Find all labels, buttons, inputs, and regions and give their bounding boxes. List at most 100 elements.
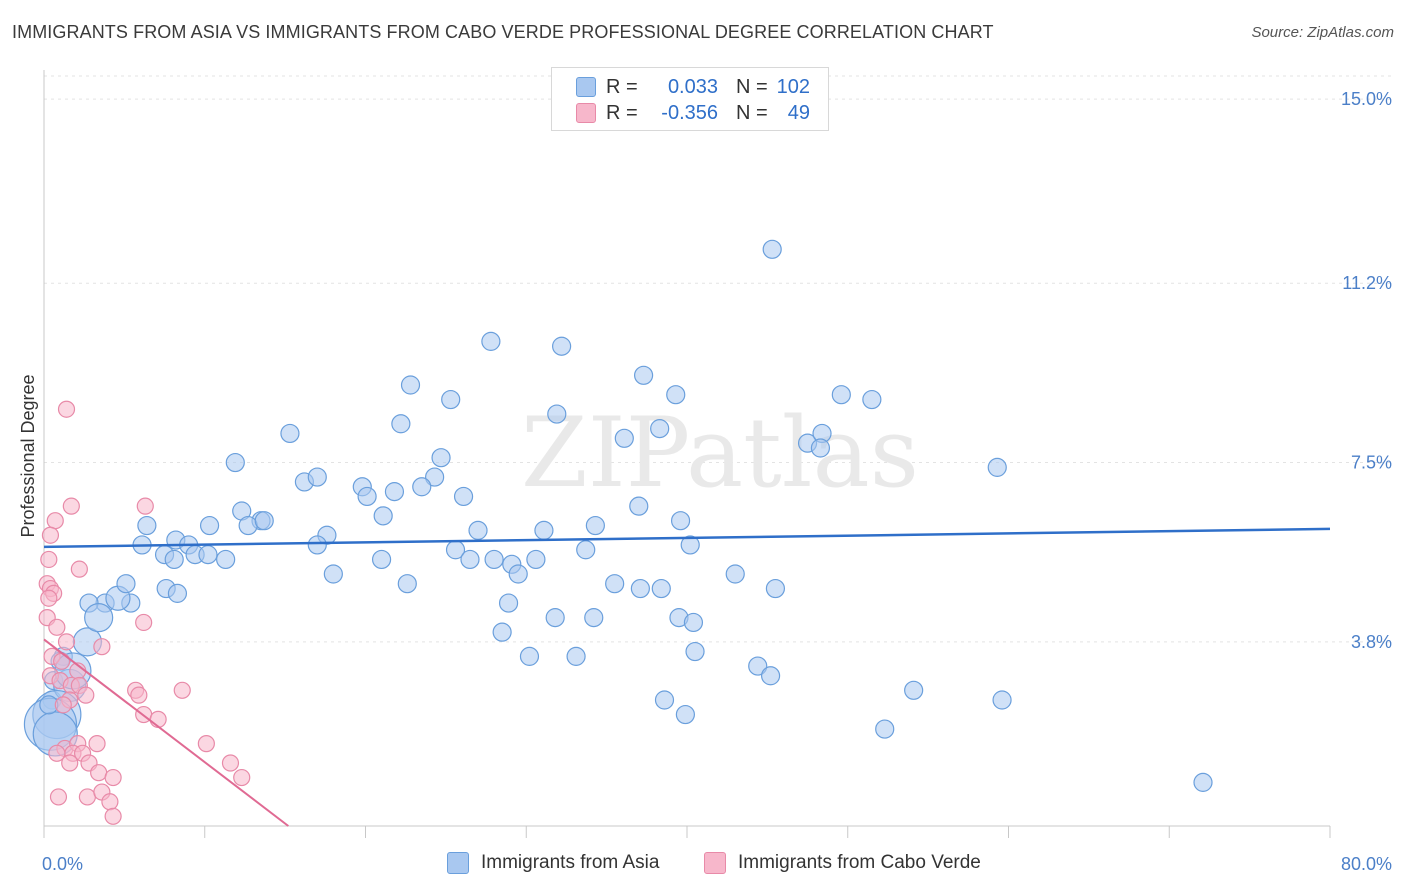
cabo-verde-point: [61, 754, 79, 772]
correlation-legend: R = 0.033 N = 102 R = -0.356 N = 49: [551, 67, 829, 131]
asia-point: [552, 336, 572, 356]
series-legend: Immigrants from Asia Immigrants from Cab…: [0, 852, 1406, 878]
asia-point: [534, 520, 554, 540]
tick-layer: 3.8% 7.5% 11.2% 15.0% 0.0% 80.0%: [42, 89, 1392, 874]
asia-point: [585, 515, 605, 536]
cabo-verde-point: [53, 652, 71, 670]
asia-point: [875, 719, 895, 739]
asia-point: [760, 666, 781, 686]
cabo-verde-point: [49, 788, 68, 806]
asia-point: [650, 419, 670, 439]
y-tick-label: 7.5%: [1351, 453, 1392, 473]
cabo-verde-point: [93, 638, 111, 656]
cabo-verde-point: [149, 710, 167, 728]
cabo-verde-point: [78, 788, 97, 806]
asia-point: [651, 578, 671, 599]
asia-point: [371, 549, 392, 570]
series-swatch-asia: [447, 852, 469, 874]
cabo-verde-point: [130, 686, 148, 704]
x-tick-label: 0.0%: [42, 854, 83, 874]
asia-point: [1193, 772, 1213, 792]
legend-n-value: 49: [787, 101, 810, 124]
legend-row-asia: R = 0.033 N = 102: [576, 74, 810, 100]
cabo-verde-point: [136, 497, 154, 515]
watermark: ZIPatlas: [521, 397, 919, 509]
asia-point: [492, 622, 512, 642]
series-layer: [23, 239, 1213, 825]
legend-row-cabo-verde: R = -0.356 N = 49: [576, 100, 810, 126]
legend-swatch-cabo-verde: [576, 103, 596, 123]
asia-point: [164, 549, 184, 570]
asia-point: [605, 574, 625, 594]
asia-point: [431, 448, 451, 468]
asia-point: [280, 423, 300, 444]
asia-point: [680, 535, 700, 555]
asia-point: [987, 457, 1007, 477]
y-axis-label: Professional Degree: [18, 374, 38, 537]
trend-layer: [43, 527, 1331, 827]
asia-point: [199, 515, 220, 536]
legend-r-label: R =: [606, 75, 638, 98]
asia-point: [216, 549, 236, 570]
asia-point: [666, 385, 686, 405]
axes: [43, 70, 1331, 838]
asia-point: [765, 578, 786, 599]
asia-point: [254, 511, 274, 531]
asia-point: [412, 477, 432, 497]
cabo-verde-point: [221, 754, 240, 772]
asia-point: [748, 656, 768, 676]
cabo-verde-point: [88, 735, 106, 753]
asia-point: [441, 389, 461, 410]
asia-point: [675, 704, 695, 725]
cabo-verde-point: [62, 497, 80, 515]
asia-point: [614, 428, 634, 448]
legend-r-value: -0.356: [661, 101, 718, 124]
legend-n-label: N =: [736, 75, 768, 98]
y-tick-label: 11.2%: [1342, 273, 1392, 293]
asia-point: [992, 690, 1012, 710]
legend-swatch-asia: [576, 77, 596, 97]
asia-point: [670, 511, 691, 531]
cabo-verde-point: [40, 550, 58, 569]
asia-point: [576, 540, 596, 560]
cabo-verde-point: [57, 633, 76, 651]
asia-point: [630, 578, 650, 599]
asia-point: [198, 545, 218, 565]
asia-point: [508, 564, 528, 584]
asia-point: [425, 467, 445, 487]
cabo-verde-point: [135, 613, 153, 632]
chart-title: IMMIGRANTS FROM ASIA VS IMMIGRANTS FROM …: [12, 22, 994, 42]
series-label-cabo-verde: Immigrants from Cabo Verde: [738, 852, 981, 873]
asia-point: [453, 486, 474, 507]
series-legend-cabo-verde[interactable]: Immigrants from Cabo Verde: [704, 852, 981, 874]
asia-point: [400, 375, 421, 395]
cabo-verde-point: [77, 686, 95, 704]
asia-point: [725, 564, 745, 584]
legend-n-label: N =: [736, 101, 768, 124]
cabo-verde-point: [57, 400, 76, 418]
cabo-verde-point: [90, 764, 108, 782]
asia-point: [238, 515, 258, 536]
asia-point: [654, 690, 675, 710]
asia-point: [84, 603, 114, 633]
asia-point: [862, 389, 882, 410]
asia-point: [685, 641, 705, 662]
asia-point: [498, 593, 519, 613]
series-asia: [23, 239, 1213, 792]
cabo-verde-point: [48, 744, 66, 762]
series-legend-asia[interactable]: Immigrants from Asia: [447, 852, 659, 874]
y-tick-label: 15.0%: [1341, 89, 1392, 109]
asia-point: [904, 680, 924, 700]
cabo-verde-point: [46, 512, 64, 530]
asia-point: [468, 520, 488, 540]
source-label: Source: ZipAtlas.com: [1251, 24, 1394, 41]
asia-point: [116, 574, 136, 594]
asia-point: [307, 467, 327, 487]
asia-point: [167, 583, 188, 603]
cabo-verde-point: [48, 618, 66, 636]
asia-point: [519, 646, 540, 666]
y-tick-label: 3.8%: [1351, 632, 1392, 652]
asia-point: [357, 486, 377, 507]
asia-point: [547, 404, 567, 424]
